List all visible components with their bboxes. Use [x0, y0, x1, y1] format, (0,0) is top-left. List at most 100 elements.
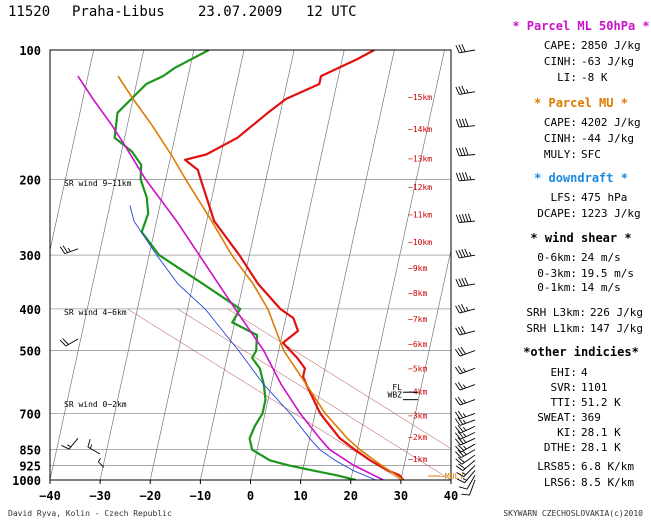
barb-half-feather: [462, 478, 467, 481]
lrs6-value: 8.5 K/km: [581, 476, 634, 489]
barb-staff: [463, 465, 476, 478]
height-mark-label: −11km: [408, 210, 432, 219]
tti-label: TTI:: [551, 396, 578, 409]
barb-feather: [458, 486, 468, 490]
wind-barb: [454, 410, 476, 420]
wind-barb: [455, 85, 476, 95]
barb-feather: [458, 326, 463, 335]
parcel-ml-line: [77, 75, 384, 480]
station-id: 11520: [8, 4, 50, 20]
barb-staff: [460, 425, 476, 434]
height-mark-label: −10km: [408, 238, 432, 247]
barb-staff: [459, 399, 476, 406]
barb-feather: [455, 172, 460, 181]
shear-03-value: 19.5 m/s: [581, 267, 634, 280]
barb-feather: [461, 44, 466, 52]
isotherm-line: [200, 50, 295, 480]
temperature-line: [183, 50, 405, 480]
barb-feather: [457, 410, 464, 419]
barb-half-feather: [462, 472, 467, 476]
ehi-value: 4: [581, 366, 588, 379]
wind-barb: [97, 458, 105, 468]
mu-cape-value: 4202 J/kg: [581, 116, 641, 129]
barb-half-feather: [463, 445, 467, 450]
height-mark-label: −9km: [408, 264, 427, 273]
wind-barb: [455, 172, 476, 182]
barb-feather: [464, 172, 469, 181]
temp-tick-label: 0: [247, 489, 254, 503]
barb-half-feather: [462, 368, 466, 373]
mu-muly-label: MULY:: [544, 148, 577, 161]
isotherm-line: [99, 50, 195, 480]
barb-half-feather: [462, 419, 466, 424]
shear-06-label: 0-6km:: [537, 251, 577, 264]
ml-li-label: LI:: [557, 71, 577, 84]
barb-feather: [457, 365, 464, 374]
barb-feather: [61, 445, 70, 450]
parcel-mu-title: * Parcel MU *: [534, 96, 628, 110]
barb-feather: [457, 396, 464, 405]
barb-half-feather: [97, 458, 101, 463]
barb-feather: [460, 326, 466, 334]
isotherm-line: [350, 50, 445, 480]
svr-value: 1101: [581, 381, 608, 394]
mu-cinh-label: CINH:: [544, 132, 577, 145]
wind-barb: [454, 431, 476, 440]
barb-feather: [454, 397, 461, 406]
isotherm-line: [50, 50, 145, 480]
pressure-tick-label: 100: [19, 44, 41, 58]
barb-feather: [458, 304, 463, 313]
barb-feather: [454, 418, 461, 426]
barb-feather: [460, 304, 466, 312]
wind-barb: [455, 326, 476, 336]
barb-feather: [456, 472, 464, 478]
ml-li-value: -8 K: [581, 71, 608, 84]
wind-barb: [454, 365, 476, 375]
barb-feather: [457, 347, 464, 356]
barb-feather: [467, 213, 472, 222]
sounding-date: 23.07.2009: [198, 4, 282, 20]
barb-staff: [460, 437, 476, 446]
barb-half-feather: [462, 399, 466, 404]
barb-feather: [458, 147, 463, 156]
barb-feather: [461, 277, 466, 286]
wind-barb: [455, 44, 476, 54]
barb-staff: [459, 367, 476, 375]
barb-feather: [464, 277, 469, 286]
barb-feather: [457, 431, 464, 439]
pressure-tick-label: 400: [19, 303, 41, 317]
barb-feather: [458, 172, 463, 181]
barb-half-feather: [67, 247, 71, 252]
barb-staff: [469, 479, 476, 496]
dewpoint-line: [113, 50, 357, 480]
barb-feather: [458, 214, 463, 223]
wind-barb: [455, 449, 476, 459]
barb-feather: [457, 417, 464, 425]
barb-half-feather: [67, 444, 72, 448]
tti-value: 51.2 K: [581, 396, 621, 409]
barb-feather: [454, 366, 461, 375]
lfs-label: LFS:: [551, 191, 578, 204]
lfs-value: 475 hPa: [581, 191, 627, 204]
ml-cape-label: CAPE:: [544, 39, 577, 52]
height-mark-label: −6km: [408, 340, 427, 349]
srh-l3-value: 226 J/kg: [590, 306, 643, 319]
barb-feather: [454, 432, 461, 440]
barb-feather: [455, 147, 460, 157]
ki-label: KI:: [557, 426, 577, 439]
barb-staff: [68, 438, 79, 450]
barb-feather: [455, 327, 460, 336]
height-scale: −1km−2km−3km−4km−5km−6km−7km−8km−9km−10k…: [408, 93, 432, 464]
barb-half-feather: [463, 451, 467, 455]
barb-half-feather: [462, 384, 466, 389]
adiabat-line: [227, 308, 451, 449]
dthe-value: 28.1 K: [581, 441, 621, 454]
isotherm-line: [149, 50, 245, 480]
other-indices-title: *other indicies*: [523, 345, 639, 359]
ml-cinh-label: CINH:: [544, 55, 577, 68]
barb-staff: [459, 412, 476, 420]
barb-half-feather: [462, 439, 467, 443]
level-label: FL: [392, 383, 402, 392]
barb-staff: [87, 446, 101, 455]
